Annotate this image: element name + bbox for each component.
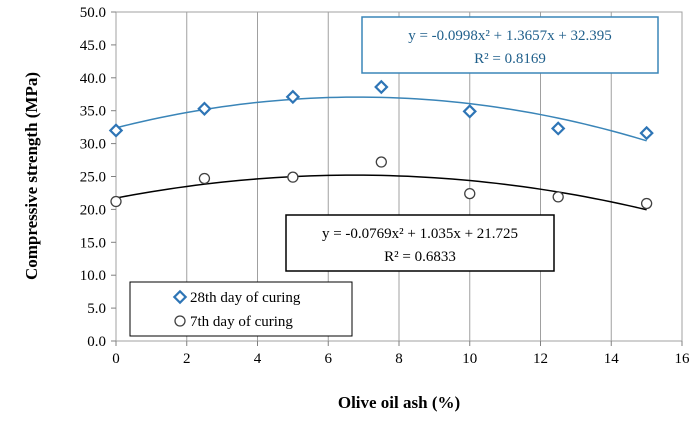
data-point-28-day (108, 123, 124, 138)
x-tick-label: 8 (395, 351, 403, 367)
equation-box-7-day: y = -0.0769x² + 1.035x + 21.725 R² = 0.6… (285, 214, 555, 272)
data-point-28-day (374, 79, 389, 95)
y-tick-label: 30.0 (80, 137, 106, 153)
x-tick-label: 0 (112, 351, 120, 367)
y-tick-labels: 0.0 5.0 10.0 15.0 20.0 25.0 30.0 35.0 40.0 45.0 50… (80, 5, 106, 350)
data-point-28-day (285, 89, 301, 105)
x-tick-label: 12 (533, 351, 548, 367)
y-tick-label: 0.0 (87, 334, 106, 350)
y-tick-label: 45.0 (80, 38, 106, 54)
y-tick-label: 20.0 (80, 202, 106, 218)
x-tick-labels: 0 2 4 6 8 10 12 14 16 (112, 351, 690, 367)
data-point-7-day (640, 197, 653, 210)
y-tick-label: 25.0 (80, 170, 106, 186)
x-tick-label: 2 (183, 351, 191, 367)
equation-28-day: y = -0.0998x² + 1.3657x + 32.395 (408, 28, 612, 44)
data-point-7-day (375, 156, 387, 168)
data-points (108, 79, 654, 210)
y-axis-title: Compressive strength (MPa) (22, 72, 41, 280)
x-tick-label: 16 (675, 351, 691, 367)
r-squared-7-day: R² = 0.6833 (384, 249, 456, 265)
y-tick-label: 10.0 (80, 268, 106, 284)
y-tick-label: 15.0 (80, 235, 106, 251)
legend-label-7-day: 7th day of curing (190, 314, 293, 330)
x-tick-label: 14 (604, 351, 620, 367)
legend-label-28-day: 28th day of curing (190, 290, 301, 306)
x-tick-label: 4 (254, 351, 262, 367)
data-point-28-day (462, 104, 477, 119)
data-point-7-day (198, 172, 211, 185)
data-point-28-day (639, 125, 654, 141)
data-point-7-day (552, 191, 564, 203)
legend-marker-7-day (174, 315, 186, 327)
y-tick-label: 35.0 (80, 104, 106, 120)
data-point-7-day (287, 171, 299, 183)
x-tick-label: 10 (462, 351, 477, 367)
data-point-28-day (550, 121, 566, 136)
equation-box-28-day-frame (361, 16, 659, 74)
data-point-28-day (197, 101, 212, 116)
legend: 28th day of curing 7th day of curing (129, 281, 353, 337)
data-point-7-day (464, 187, 476, 200)
legend-frame (129, 281, 353, 337)
equation-box-28-day: y = -0.0998x² + 1.3657x + 32.395 R² = 0.… (361, 16, 659, 74)
y-tick-label: 40.0 (80, 71, 106, 87)
equation-7-day: y = -0.0769x² + 1.035x + 21.725 (322, 226, 518, 242)
axes (111, 11, 683, 346)
y-tick-label: 5.0 (87, 301, 106, 317)
legend-marker-28-day (172, 289, 188, 305)
r-squared-28-day: R² = 0.8169 (474, 51, 546, 67)
data-point-7-day (110, 195, 122, 208)
x-tick-label: 6 (325, 351, 333, 367)
equation-box-7-day-frame (285, 214, 555, 272)
y-tick-label: 50.0 (80, 5, 106, 21)
x-axis-title: Olive oil ash (%) (338, 393, 460, 412)
